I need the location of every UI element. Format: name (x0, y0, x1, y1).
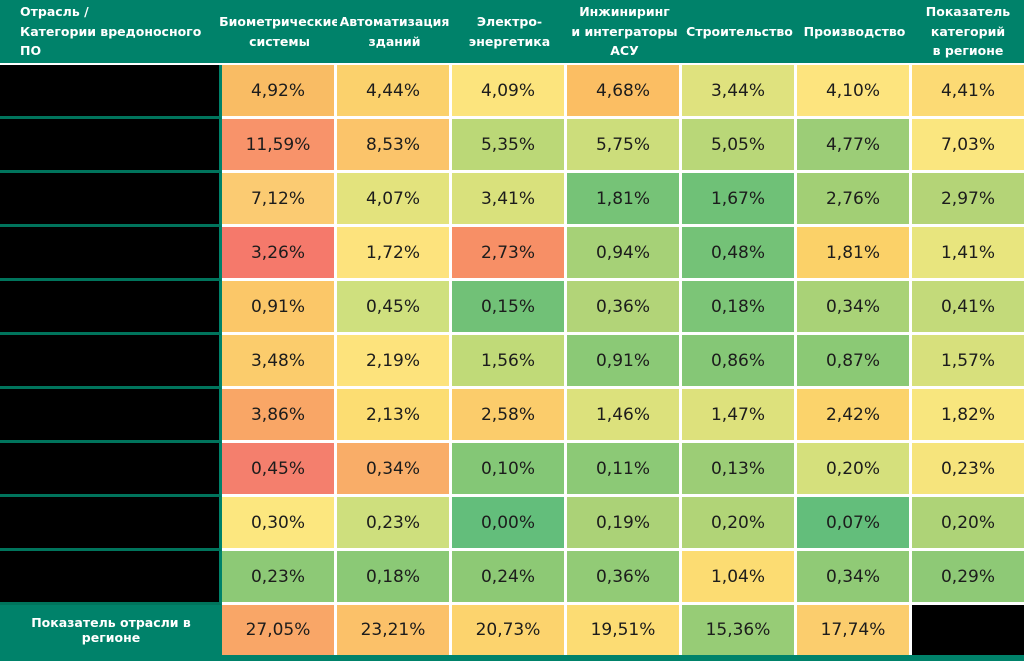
heatmap-cell: 0,13% (682, 443, 797, 497)
heatmap-cell: 1,67% (682, 173, 797, 227)
heatmap-cell: 0,23% (912, 443, 1024, 497)
column-header: Показатель категорий в регионе (912, 0, 1024, 65)
heatmap-cell: 0,87% (797, 335, 912, 389)
heatmap-cell: 0,23% (337, 497, 452, 551)
heatmap-cell: 0,36% (567, 281, 682, 335)
heatmap-cell: 5,35% (452, 119, 567, 173)
heatmap-cell: 1,47% (682, 389, 797, 443)
heatmap-cell: 1,56% (452, 335, 567, 389)
corner-header: Отрасль / Категории вредоносного ПО (0, 0, 222, 65)
footer-total-cell: 27,05% (222, 605, 337, 655)
heatmap-cell: 0,48% (682, 227, 797, 281)
heatmap-cell: 0,20% (797, 443, 912, 497)
heatmap-cell: 4,68% (567, 65, 682, 119)
footer-total-cell: 23,21% (337, 605, 452, 655)
column-header: Производство (797, 0, 912, 65)
row-label-redacted (0, 335, 222, 389)
heatmap-cell: 2,13% (337, 389, 452, 443)
heatmap-cell: 5,05% (682, 119, 797, 173)
heatmap-cell: 1,72% (337, 227, 452, 281)
footer-total-cell: 15,36% (682, 605, 797, 655)
heatmap-cell: 0,24% (452, 551, 567, 605)
column-header: Инжиниринг и интеграторы АСУ (567, 0, 682, 65)
heatmap-cell: 0,23% (222, 551, 337, 605)
row-label-redacted (0, 65, 222, 119)
heatmap-cell: 0,34% (797, 281, 912, 335)
heatmap-cell: 1,82% (912, 389, 1024, 443)
heatmap-cell: 2,42% (797, 389, 912, 443)
heatmap-cell: 4,07% (337, 173, 452, 227)
column-header: Автоматизация зданий (337, 0, 452, 65)
heatmap-cell: 3,26% (222, 227, 337, 281)
heatmap-cell: 2,73% (452, 227, 567, 281)
footer-total-cell: 19,51% (567, 605, 682, 655)
heatmap-cell: 0,18% (337, 551, 452, 605)
heatmap-cell: 0,29% (912, 551, 1024, 605)
heatmap-cell: 7,12% (222, 173, 337, 227)
heatmap-cell: 0,91% (567, 335, 682, 389)
heatmap-cell: 0,20% (682, 497, 797, 551)
heatmap-cell: 3,48% (222, 335, 337, 389)
heatmap-cell: 8,53% (337, 119, 452, 173)
heatmap-cell: 0,15% (452, 281, 567, 335)
heatmap-cell: 0,36% (567, 551, 682, 605)
heatmap-cell: 7,03% (912, 119, 1024, 173)
heatmap-cell: 0,07% (797, 497, 912, 551)
heatmap-cell: 0,86% (682, 335, 797, 389)
heatmap-cell: 0,34% (337, 443, 452, 497)
heatmap-cell: 0,18% (682, 281, 797, 335)
row-label-redacted (0, 497, 222, 551)
heatmap-cell: 0,91% (222, 281, 337, 335)
heatmap-cell: 3,41% (452, 173, 567, 227)
column-header: Строительство (682, 0, 797, 65)
heatmap-cell: 1,81% (797, 227, 912, 281)
heatmap-cell: 2,58% (452, 389, 567, 443)
heatmap-cell: 0,41% (912, 281, 1024, 335)
footer-cell-redacted (912, 605, 1024, 655)
heatmap-cell: 4,92% (222, 65, 337, 119)
heatmap-cell: 4,10% (797, 65, 912, 119)
heatmap-cell: 2,76% (797, 173, 912, 227)
row-label-redacted (0, 119, 222, 173)
row-label-redacted (0, 443, 222, 497)
heatmap-cell: 0,19% (567, 497, 682, 551)
heatmap-cell: 0,34% (797, 551, 912, 605)
heatmap-cell: 0,30% (222, 497, 337, 551)
heatmap-cell: 4,41% (912, 65, 1024, 119)
heatmap-cell: 1,57% (912, 335, 1024, 389)
heatmap-cell: 0,45% (222, 443, 337, 497)
heatmap-cell: 1,81% (567, 173, 682, 227)
row-label-redacted (0, 227, 222, 281)
row-label-redacted (0, 389, 222, 443)
heatmap-cell: 3,86% (222, 389, 337, 443)
column-header: Электро- энергетика (452, 0, 567, 65)
heatmap-cell: 0,20% (912, 497, 1024, 551)
heatmap-cell: 1,41% (912, 227, 1024, 281)
footer-row-label: Показатель отрасли в регионе (0, 605, 222, 655)
heatmap-cell: 0,11% (567, 443, 682, 497)
heatmap-cell: 3,44% (682, 65, 797, 119)
row-label-redacted (0, 173, 222, 227)
heatmap-cell: 4,09% (452, 65, 567, 119)
heatmap-cell: 4,44% (337, 65, 452, 119)
column-header: Биометрические системы (219, 0, 340, 65)
heatmap-cell: 0,00% (452, 497, 567, 551)
row-label-redacted (0, 281, 222, 335)
heatmap-cell: 1,46% (567, 389, 682, 443)
footer-total-cell: 17,74% (797, 605, 912, 655)
heatmap-cell: 2,19% (337, 335, 452, 389)
heatmap-cell: 11,59% (222, 119, 337, 173)
heatmap-cell: 2,97% (912, 173, 1024, 227)
heatmap-cell: 1,04% (682, 551, 797, 605)
heatmap-cell: 4,77% (797, 119, 912, 173)
heatmap-cell: 5,75% (567, 119, 682, 173)
footer-total-cell: 20,73% (452, 605, 567, 655)
row-label-redacted (0, 551, 222, 605)
heatmap-cell: 0,94% (567, 227, 682, 281)
heatmap-cell: 0,10% (452, 443, 567, 497)
heatmap-cell: 0,45% (337, 281, 452, 335)
